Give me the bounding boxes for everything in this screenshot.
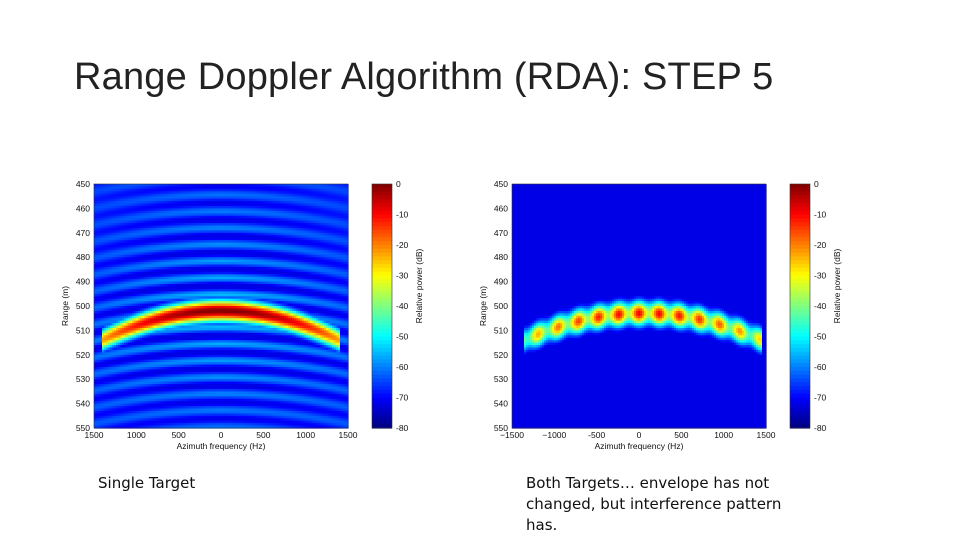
y-tick-label: 470 — [76, 228, 90, 238]
y-tick-label: 500 — [76, 301, 90, 311]
x-axis-label: Azimuth frequency (Hz) — [177, 441, 266, 451]
plot-frame — [511, 183, 767, 429]
colorbar-tick-label: -50 — [396, 332, 409, 342]
colorbar-tick-label: 0 — [396, 179, 401, 189]
colorbar-tick-label: -20 — [396, 240, 409, 250]
x-tick-label: -500 — [588, 430, 605, 440]
y-tick-label: 470 — [494, 228, 508, 238]
y-tick-label: 530 — [494, 374, 508, 384]
y-tick-label: 540 — [494, 399, 508, 409]
colorbar — [371, 183, 393, 429]
y-tick-label: 550 — [494, 423, 508, 433]
x-tick-label: 1500 — [339, 430, 358, 440]
y-tick-label: 540 — [76, 399, 90, 409]
colorbar-tick-label: -60 — [814, 362, 827, 372]
colorbar-tick-label: -30 — [396, 271, 409, 281]
colorbar-tick-label: -40 — [396, 301, 409, 311]
colorbar-tick-label: 0 — [814, 179, 819, 189]
y-tick-label: 520 — [494, 350, 508, 360]
y-tick-label: 490 — [494, 277, 508, 287]
caption-both-targets: Both Targets… envelope has not changed, … — [526, 473, 788, 536]
x-tick-label: 1000 — [127, 430, 146, 440]
y-tick-label: 530 — [76, 374, 90, 384]
x-tick-label: 500 — [674, 430, 688, 440]
plot-frame — [93, 183, 349, 429]
colorbar-tick-label: -30 — [814, 271, 827, 281]
colorbar-tick-label: -50 — [814, 332, 827, 342]
x-tick-label: 1500 — [85, 430, 104, 440]
x-tick-label: 1500 — [757, 430, 776, 440]
x-tick-label: 1000 — [296, 430, 315, 440]
x-tick-label: 500 — [172, 430, 186, 440]
x-tick-label: 0 — [219, 430, 224, 440]
heatmap-both-targets-svg: 450 460 470 480 490 500 510 520 530 540 550−1500 −1… — [478, 179, 842, 451]
colorbar-tick-label: -70 — [814, 393, 827, 403]
x-tick-label: −1000 — [542, 430, 566, 440]
y-tick-label: 500 — [494, 301, 508, 311]
y-tick-label: 450 — [76, 179, 90, 189]
colorbar-tick-label: -10 — [814, 210, 827, 220]
y-tick-label: 460 — [76, 203, 90, 213]
colorbar-label: Relative power (dB) — [414, 249, 424, 324]
heatmap-cells — [94, 184, 349, 429]
colorbar — [789, 183, 811, 429]
caption-single-target: Single Target — [98, 473, 348, 494]
x-tick-label: 0 — [637, 430, 642, 440]
y-tick-label: 490 — [76, 277, 90, 287]
colorbar-label: Relative power (dB) — [832, 249, 842, 324]
colorbar-tick-label: -20 — [814, 240, 827, 250]
colorbar-tick-label: -70 — [396, 393, 409, 403]
colorbar-tick-label: -80 — [814, 423, 827, 433]
y-tick-label: 550 — [76, 423, 90, 433]
colorbar-tick-label: -40 — [814, 301, 827, 311]
y-axis-label: Range (m) — [60, 286, 70, 326]
y-tick-label: 480 — [76, 252, 90, 262]
heatmap-both-targets: 450 460 470 480 490 500 510 520 530 540 550 −1500 −1… — [474, 172, 854, 457]
y-tick-label: 450 — [494, 179, 508, 189]
colorbar-tick-label: -10 — [396, 210, 409, 220]
y-tick-label: 460 — [494, 203, 508, 213]
y-tick-label: 480 — [494, 252, 508, 262]
y-tick-label: 510 — [76, 325, 90, 335]
x-axis-label: Azimuth frequency (Hz) — [595, 441, 684, 451]
heatmap-cells — [512, 184, 767, 429]
x-tick-label: 500 — [256, 430, 270, 440]
colorbar-tick-label: -60 — [396, 362, 409, 372]
colorbar-tick-label: -80 — [396, 423, 409, 433]
y-axis-label: Range (m) — [478, 286, 488, 326]
x-tick-label: 1000 — [714, 430, 733, 440]
heatmap-single-target: 450 460 470 480 490 500 510 520 530 540 550 1500 100… — [56, 172, 436, 457]
slide-title: Range Doppler Algorithm (RDA): STEP 5 — [74, 56, 773, 99]
y-tick-label: 510 — [494, 325, 508, 335]
x-tick-label: −1500 — [500, 430, 524, 440]
y-tick-label: 520 — [76, 350, 90, 360]
